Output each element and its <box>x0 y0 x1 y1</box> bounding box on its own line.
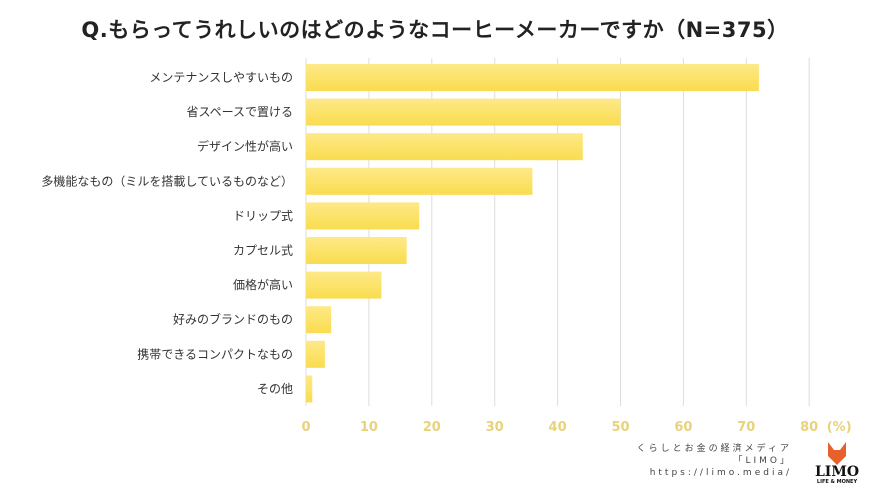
bar <box>306 340 325 368</box>
category-label: その他 <box>257 382 293 396</box>
bar <box>306 167 533 195</box>
bar <box>306 375 313 403</box>
brand-name: 「LIMO」 <box>733 456 792 466</box>
x-tick-label: 30 <box>486 420 504 435</box>
limo-logo: LIMO LIFE & MONEY <box>812 440 862 485</box>
category-label: ドリップ式 <box>233 209 293 223</box>
bar <box>306 202 420 230</box>
logo-sub: LIFE & MONEY <box>816 479 858 485</box>
chart-title: Q.もらってうれしいのはどのようなコーヒーメーカーですか（N=375） <box>81 18 789 42</box>
x-tick-label: 20 <box>423 420 441 435</box>
logo-text: LIMO <box>814 464 860 480</box>
category-label: デザイン性が高い <box>197 139 293 154</box>
x-unit-label: (%) <box>827 420 852 435</box>
bar <box>306 271 382 299</box>
category-label: 多機能なもの（ミルを搭載しているものなど） <box>41 173 293 188</box>
bar <box>306 306 332 334</box>
bar <box>306 64 759 91</box>
category-label: 価格が高い <box>233 277 293 292</box>
category-label: 携帯できるコンパクトなもの <box>137 346 293 361</box>
category-label: メンテナンスしやすいもの <box>149 71 293 85</box>
category-label: カプセル式 <box>233 244 293 258</box>
branding: くらしとお金の経済メディア 「LIMO」 https://limo.media/ <box>637 443 792 479</box>
category-label: 好みのブランドのもの <box>173 312 293 327</box>
x-tick-label: 10 <box>360 420 378 435</box>
bar <box>306 237 407 264</box>
bar <box>306 98 621 126</box>
x-tick-label: 40 <box>549 420 567 435</box>
fox-icon <box>828 442 846 465</box>
x-tick-label: 80 <box>800 420 818 435</box>
brand-url: https://limo.media/ <box>649 468 792 478</box>
brand-tagline: くらしとお金の経済メディア <box>636 444 792 454</box>
x-tick-label: 0 <box>301 420 310 435</box>
bar <box>306 133 583 161</box>
x-tick-label: 70 <box>737 420 755 435</box>
x-tick-label: 60 <box>674 420 692 435</box>
x-tick-label: 50 <box>611 420 629 435</box>
category-label: 省スペースで置ける <box>186 105 293 119</box>
